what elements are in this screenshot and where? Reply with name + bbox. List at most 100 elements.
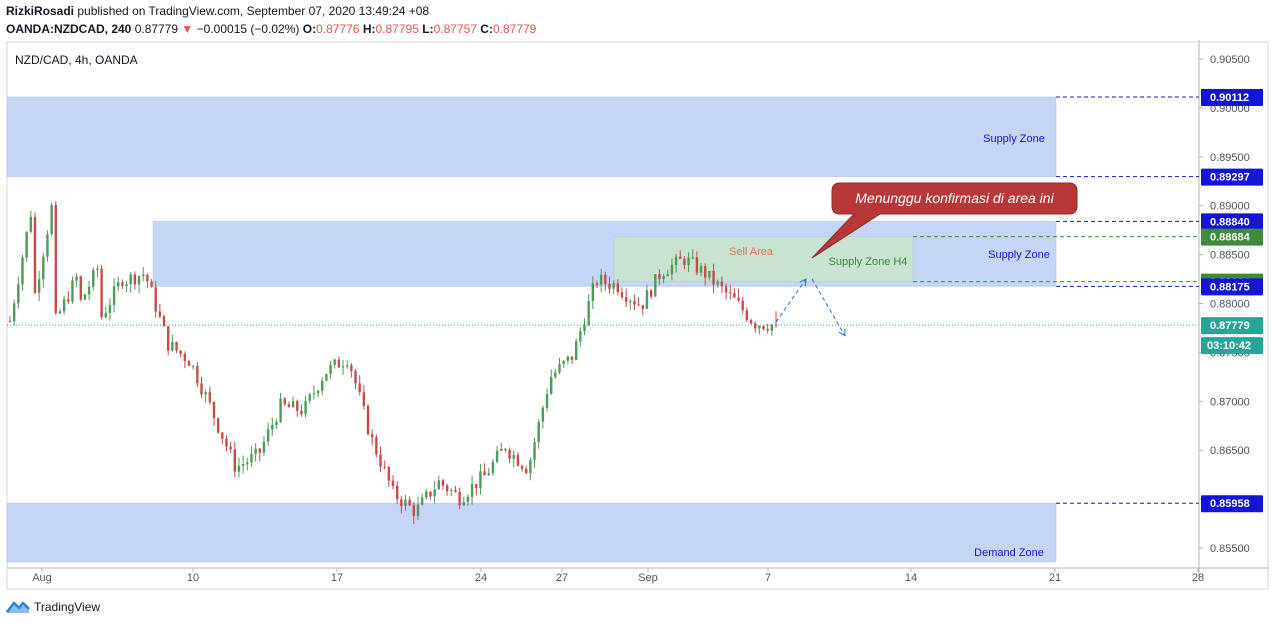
candle-body [637,304,640,306]
candle-body [92,269,95,287]
candle-body [117,282,120,287]
candle-body [329,364,332,374]
candle-body [175,342,178,351]
candle-body [316,390,320,394]
candle-body [587,300,590,326]
candle-body [283,398,286,405]
candle-body [162,316,166,327]
tradingview-logo-icon[interactable] [6,600,30,614]
candle-body [354,370,357,384]
candle-body [71,280,74,302]
x-tick-label: 10 [187,572,199,584]
candle-body [412,505,416,517]
last-price: 0.87779 [134,22,179,36]
candle-body [58,311,62,313]
candle-body [375,437,378,455]
candle-body [641,305,644,309]
candle-body [233,449,237,472]
candle-body [29,216,33,232]
candle-body [37,279,41,293]
candle-body [724,286,728,293]
y-tick-label: 0.90500 [1210,54,1250,66]
candle-body [262,441,266,453]
x-tick-label: 7 [765,572,771,584]
candle-body [541,407,545,422]
publish-info: RizkiRosadi published on TradingView.com… [6,4,429,18]
candle-body [204,392,207,395]
candle-body [758,326,761,329]
candle-body [554,372,557,378]
zone-label-0: Supply Zone [983,133,1045,145]
candle-body [216,418,220,433]
candle-body [516,455,520,466]
projection-arrow-0 [775,278,807,323]
candle-body [379,454,382,467]
x-tick-label: 24 [475,572,487,584]
candle-body [462,502,465,506]
candle-body [770,324,774,331]
candle-body [121,282,124,286]
price-chart[interactable]: Supply Zone Supply Zone Supply Zone H4 Dema… [0,40,1274,595]
candle-body [104,312,107,318]
candle-body [583,325,586,332]
candle-body [250,454,253,463]
candle-body [683,258,686,266]
candle-body [200,383,203,395]
candle-body [500,448,503,451]
candle-body [50,205,53,235]
candle-body [562,360,565,365]
candle-body [196,365,199,384]
price-label-1: 0.89297 [1210,172,1250,184]
candle-body [595,283,599,285]
sell-area-label: Sell Area [729,246,774,258]
y-tick-label: 0.85500 [1210,543,1250,555]
candle-body [716,281,719,285]
candle-body [142,274,145,277]
candle-body [350,365,353,371]
price-label-bg-5 [1201,278,1263,296]
zone-label-1: Supply Zone [988,249,1050,261]
candle-body [404,499,407,506]
candle-body [42,256,45,280]
price-label-5: 0.88175 [1210,281,1250,293]
candle-body [441,480,445,486]
x-tick-label: 14 [905,572,917,584]
y-tick-label: 0.89000 [1210,201,1250,213]
candle-body [691,257,694,259]
price-label-bg-1 [1201,168,1263,186]
candle-body [570,356,574,360]
candle-body [704,266,707,278]
candle-body [191,365,195,367]
zone-label-2: Supply Zone H4 [829,256,908,268]
candle-body [495,450,499,463]
candle-body [221,432,224,439]
candle-body [525,468,528,474]
footer-brand-text[interactable]: TradingView [34,600,101,614]
candle-body [429,491,432,497]
zone-0 [6,96,1057,177]
candle-body [433,489,436,497]
candle-body [337,359,341,368]
callout-text: Menunggu konfirmasi di area ini [855,190,1054,206]
candle-body [112,286,116,305]
candle-body [308,394,311,401]
candle-body [287,404,291,408]
author-name[interactable]: RizkiRosadi [6,4,75,18]
candles [8,201,778,525]
low-value: 0.87757 [433,22,477,36]
countdown-label: 03:10:42 [1207,340,1251,352]
candle-body [25,231,28,258]
candle-body [762,326,765,329]
candle-body [150,281,153,288]
price-label-0: 0.90112 [1210,92,1249,104]
candle-body [408,499,411,506]
candle-body [658,274,661,280]
candle-body [254,448,257,455]
candle-body [695,257,699,273]
candle-body [366,405,370,435]
callout-bubble [811,182,1078,259]
candle-body [275,421,278,425]
candle-body [737,297,740,301]
open-value: 0.87776 [316,22,360,36]
published-text: published on TradingView.com, September … [77,4,430,18]
